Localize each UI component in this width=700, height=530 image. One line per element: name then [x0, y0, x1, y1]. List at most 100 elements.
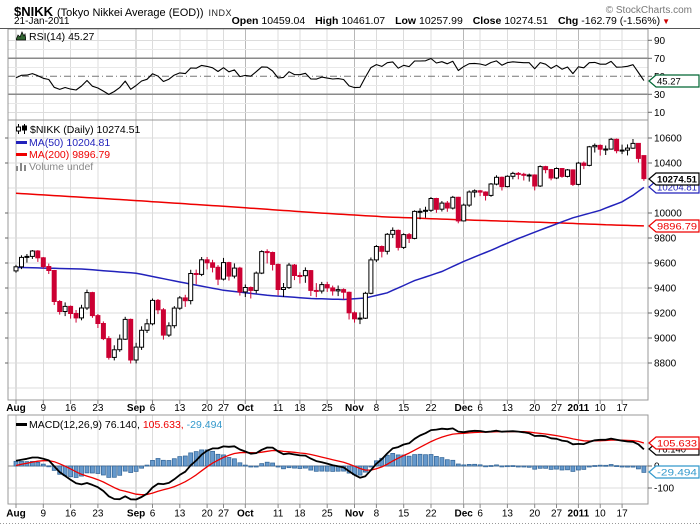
- candle-body: [581, 162, 587, 166]
- candle-body: [428, 198, 434, 211]
- macd-histogram-bar: [395, 454, 401, 467]
- candle-body: [139, 329, 145, 348]
- macd-histogram-bar: [122, 465, 128, 472]
- candle-body: [324, 284, 330, 289]
- ma50-line-icon: [16, 141, 27, 144]
- candle-body: [226, 262, 232, 277]
- macd-histogram-bar: [79, 465, 84, 477]
- macd-histogram-bar: [488, 465, 494, 467]
- macd-line: [15, 427, 645, 501]
- header-line1: $NIKK (Tokyo Nikkei Average (EOD)) INDX: [14, 3, 232, 21]
- macd-histogram-bar: [161, 459, 166, 467]
- axis-label: 90: [654, 36, 666, 47]
- candle-body: [335, 289, 341, 292]
- date-tick-label: 8: [374, 403, 380, 414]
- macd-histogram-bar: [313, 465, 319, 472]
- ma50-value: 10204.81: [66, 137, 111, 149]
- date-tick-label: 17: [617, 509, 629, 520]
- macd-histogram-bar: [259, 463, 265, 467]
- macd-histogram-bar: [171, 458, 177, 467]
- ma200-line: [15, 192, 644, 227]
- macd-histogram-bar: [581, 465, 587, 470]
- candle-body: [253, 272, 259, 291]
- exchange: INDX: [208, 8, 233, 18]
- candle-body: [160, 309, 166, 336]
- quote-strip: Open 10459.04 High 10461.07 Low 10257.99…: [225, 15, 670, 27]
- date-tick-label: 2011: [568, 509, 590, 520]
- macd-signal-value: 105.633,: [142, 419, 184, 431]
- date-tick-label: 16: [65, 509, 77, 520]
- macd-histogram-bar: [308, 465, 314, 471]
- candle-body: [19, 256, 24, 268]
- macd-histogram-bar: [210, 450, 215, 467]
- macd-histogram-bar: [303, 465, 308, 469]
- macd-histogram-bar: [242, 464, 248, 467]
- candle-body: [171, 307, 177, 327]
- macd-histogram-bar: [90, 465, 95, 474]
- macd-histogram-bar: [537, 465, 543, 469]
- symbol: $NIKK: [14, 4, 54, 19]
- horizontal-gridlines: [8, 39, 648, 489]
- candle-body: [575, 162, 581, 185]
- candle-body: [62, 305, 68, 312]
- macd-histogram-bar: [357, 465, 363, 476]
- macd-histogram-bar: [155, 458, 161, 467]
- candle-body: [13, 266, 19, 272]
- date-tick-label: Nov: [345, 403, 364, 414]
- macd-histogram-bar: [199, 449, 204, 467]
- candle-body: [133, 346, 139, 361]
- candle-body: [444, 202, 450, 209]
- date-tick-label: 20: [529, 509, 541, 520]
- date-tick-label: 18: [294, 403, 306, 414]
- candle-body: [406, 234, 412, 239]
- macd-histogram-bar: [521, 465, 527, 468]
- axis-label: 10000: [654, 209, 682, 220]
- macd-histogram-bar: [597, 464, 603, 467]
- candle-body: [79, 307, 84, 319]
- price-legend-value: 10274.51: [96, 124, 141, 136]
- chg-label: Chg: [557, 15, 579, 27]
- date-tick-label: 8: [374, 509, 380, 520]
- candle-body: [57, 301, 63, 312]
- candle-body: [570, 169, 576, 185]
- candle-body: [641, 155, 647, 180]
- candle-body: [84, 292, 90, 309]
- macd-histogram-bar: [150, 460, 155, 467]
- macd-histogram-bar: [84, 465, 90, 474]
- date-tick-label: 23: [92, 403, 104, 414]
- candle-body: [532, 174, 538, 187]
- candle-body: [248, 287, 254, 291]
- ma200-label: MA(200): [29, 149, 70, 161]
- ma200-line-icon: [16, 153, 27, 156]
- candle-body: [619, 149, 625, 152]
- candle-body: [603, 148, 609, 151]
- macd-label: MACD(12,26,9): [29, 419, 102, 431]
- date-tick-label: Oct: [237, 403, 254, 414]
- date-tick-label: Oct: [237, 509, 254, 520]
- candle-body: [635, 142, 641, 159]
- date-tick-label: Sep: [127, 403, 145, 414]
- candle-body: [215, 266, 221, 280]
- macd-histogram-bar: [554, 465, 559, 470]
- candle-body: [106, 338, 112, 358]
- macd-histogram-bar: [619, 465, 625, 468]
- candlestick-icon: [16, 124, 27, 134]
- close-label: Close: [472, 15, 502, 27]
- macd-histogram-bar: [95, 465, 101, 474]
- rsi-legend: RSI(14) 45.27: [16, 31, 94, 43]
- date-tick-label: Sep: [127, 509, 145, 520]
- macd-hist-value: -29.494: [186, 419, 223, 431]
- candle-body: [423, 209, 428, 212]
- candle-body: [231, 267, 237, 277]
- candle-body: [177, 297, 183, 309]
- date-tick-label: 27: [551, 403, 563, 414]
- macd-histogram-bar: [406, 455, 412, 467]
- axis-label: 10: [654, 108, 666, 119]
- candle-body: [455, 196, 461, 222]
- candle-body: [24, 255, 30, 258]
- candle-body: [155, 299, 161, 311]
- ma200-legend-row: MA(200) 9896.79: [16, 149, 110, 161]
- macd-histogram-bar: [330, 465, 336, 472]
- macd-histogram-bar: [144, 464, 150, 467]
- macd-histogram-bar: [117, 465, 123, 476]
